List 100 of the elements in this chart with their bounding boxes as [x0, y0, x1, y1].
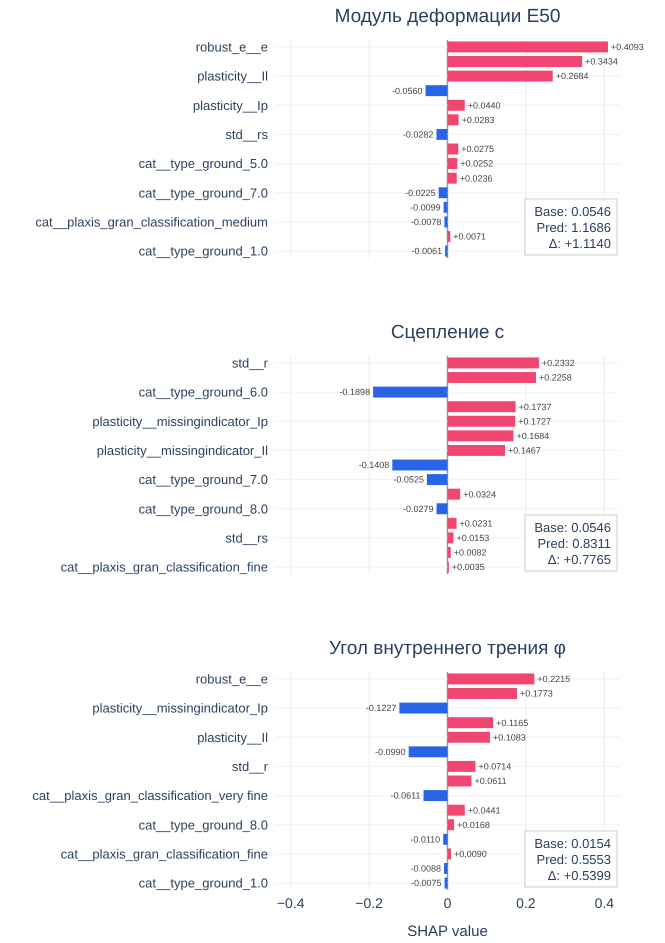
bar	[448, 158, 458, 170]
data-label: -0.0061	[412, 246, 442, 256]
bar	[448, 732, 490, 743]
bar	[436, 128, 448, 140]
bar	[448, 416, 516, 427]
data-label: +0.0231	[460, 518, 492, 528]
data-label: -0.0110	[410, 834, 440, 844]
data-label: -0.0525	[393, 474, 424, 485]
data-label: +0.2215	[537, 674, 570, 684]
bar	[448, 688, 518, 699]
y-tick-label: cat__type_ground_8.0	[138, 817, 268, 832]
bar	[448, 100, 465, 111]
bar	[443, 834, 448, 845]
data-label: -0.1898	[340, 387, 370, 398]
data-label: +0.0153	[456, 533, 490, 544]
bar	[444, 863, 448, 874]
data-label: +0.1083	[492, 732, 526, 742]
bar	[426, 85, 448, 96]
bar	[448, 760, 476, 772]
data-label: +0.0082	[454, 548, 487, 558]
y-tick-label: robust_e__e	[196, 39, 268, 54]
bar	[448, 401, 516, 412]
data-label: +0.0714	[478, 762, 512, 772]
y-tick-label: cat__plaxis_gran_classification_fine	[60, 846, 268, 862]
bar	[448, 444, 506, 456]
data-label: +0.0035	[452, 562, 485, 572]
x-tick-label: 0.4	[594, 895, 614, 911]
data-label: +0.1773	[520, 688, 553, 699]
bar	[448, 357, 539, 368]
bar	[448, 547, 451, 558]
data-label: +0.4093	[610, 42, 644, 52]
bar	[448, 819, 454, 830]
data-label: +0.0283	[462, 114, 494, 125]
data-label: +0.1684	[516, 430, 550, 441]
data-label: -0.0099	[410, 202, 441, 212]
data-label: +0.1727	[518, 416, 552, 426]
y-tick-label: cat__type_ground_8.0	[138, 501, 268, 516]
y-tick-label: std__rs	[225, 126, 268, 142]
bar	[448, 532, 454, 544]
y-tick-label: cat__type_ground_1.0	[138, 244, 268, 259]
bar	[448, 488, 460, 500]
x-tick-label: −0.2	[355, 895, 384, 911]
data-label: -0.0990	[375, 746, 406, 757]
data-label: -0.0560	[392, 86, 423, 96]
data-label: -0.0225	[405, 188, 436, 198]
y-tick-label: plasticity__Ip	[192, 98, 268, 113]
y-tick-label: cat__plaxis_gran_classification_medium	[35, 214, 268, 230]
x-tick-label: 0	[444, 895, 452, 911]
bar	[448, 717, 494, 728]
data-label: +0.2684	[556, 71, 589, 82]
bar	[424, 790, 448, 802]
data-label: +0.0090	[454, 849, 487, 860]
y-tick-label: plasticity__Il	[197, 730, 268, 745]
bar	[448, 56, 582, 67]
data-label: +0.0441	[468, 805, 501, 816]
y-tick-label: cat__type_ground_7.0	[138, 185, 268, 200]
y-tick-label: std__rs	[225, 530, 268, 546]
bar	[448, 114, 459, 126]
data-label: +0.0071	[453, 232, 486, 242]
data-label: -0.0279	[403, 504, 434, 514]
annotation: Base: 0.0546 Pred: 1.1686 Δ: +1.1140	[534, 204, 611, 251]
chart-title: Сцепление c	[390, 322, 504, 343]
bar	[444, 878, 448, 889]
bar	[448, 804, 465, 816]
bar	[448, 518, 457, 529]
bar	[444, 202, 448, 213]
y-tick-label: plasticity__missingindicator_Ip	[92, 414, 268, 429]
data-label: +0.0236	[460, 173, 493, 184]
y-tick-label: cat__plaxis_gran_classification_fine	[60, 560, 268, 575]
y-tick-label: plasticity__missingindicator_Ip	[92, 700, 268, 716]
y-tick-label: cat__plaxis_gran_classification_very fine	[32, 788, 268, 804]
data-label: +0.0440	[468, 100, 501, 110]
data-label: +0.2258	[539, 372, 572, 383]
bar	[448, 372, 536, 383]
annotation: Base: 0.0154 Pred: 0.5553 Δ: +0.5399	[534, 836, 611, 883]
y-tick-label: plasticity__missingindicator_Il	[96, 442, 268, 458]
data-label: -0.1227	[366, 703, 396, 714]
data-label: -0.0282	[402, 130, 434, 140]
data-label: -0.0088	[410, 864, 442, 874]
data-label: +0.2332	[542, 358, 575, 368]
bar	[448, 848, 452, 860]
x-tick-label: 0.2	[516, 895, 536, 911]
bar	[399, 702, 448, 714]
y-tick-label: cat__type_ground_1.0	[138, 876, 268, 891]
y-tick-label: std__r	[232, 758, 269, 774]
bar	[448, 144, 458, 154]
data-label: +0.0168	[457, 820, 490, 830]
bar	[426, 474, 448, 486]
data-label: +0.0252	[460, 158, 494, 169]
data-label: +0.0611	[474, 776, 507, 786]
data-label: -0.1408	[358, 460, 390, 470]
bar	[444, 216, 448, 228]
data-label: +0.1737	[518, 402, 552, 412]
y-tick-label: cat__type_ground_7.0	[138, 472, 268, 488]
bar	[436, 503, 448, 514]
y-tick-label: plasticity__Il	[197, 68, 268, 84]
bar	[448, 41, 608, 52]
x-axis-title: SHAP value	[407, 923, 488, 940]
annotation: Base: 0.0546 Pred: 0.8311 Δ: +0.7765	[534, 520, 611, 567]
bar	[448, 172, 457, 184]
